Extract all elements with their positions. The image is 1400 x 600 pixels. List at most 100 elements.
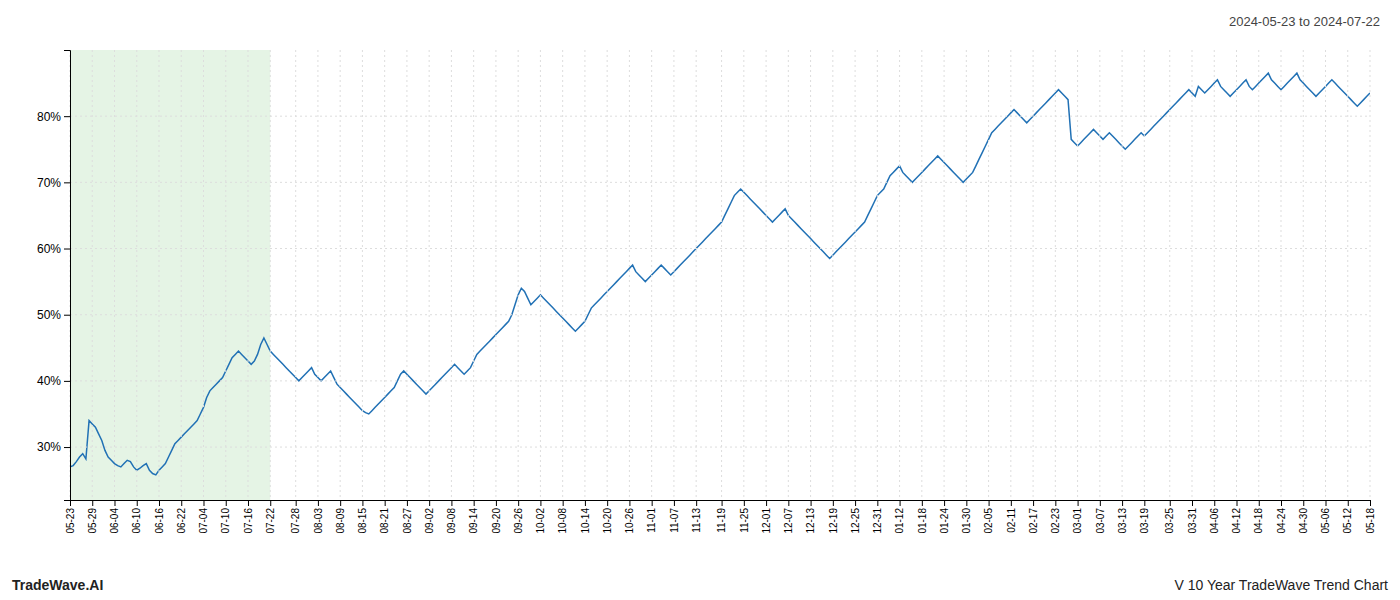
y-axis-line bbox=[64, 51, 71, 501]
x-tick-mark bbox=[877, 500, 878, 506]
y-tick-mark bbox=[64, 381, 70, 382]
x-tick-mark bbox=[92, 500, 93, 506]
grid-line-x bbox=[1010, 50, 1011, 500]
grid-line-y bbox=[70, 314, 1370, 315]
x-tick: 07-16 bbox=[243, 500, 254, 534]
grid-line-x bbox=[810, 50, 811, 500]
x-tick-mark bbox=[451, 500, 452, 506]
x-tick-mark bbox=[159, 500, 160, 506]
x-tick: 09-26 bbox=[513, 500, 524, 534]
x-tick: 04-30 bbox=[1298, 500, 1309, 534]
x-tick-mark bbox=[1303, 500, 1304, 506]
x-tick: 10-08 bbox=[557, 500, 568, 534]
x-tick-label: 06-16 bbox=[154, 508, 165, 534]
y-axis: 30%40%50%60%70%80% bbox=[37, 51, 71, 501]
x-axis-line bbox=[71, 501, 1371, 507]
x-tick-label: 09-26 bbox=[513, 508, 524, 534]
x-tick-mark bbox=[385, 500, 386, 506]
x-tick: 05-18 bbox=[1365, 500, 1376, 534]
x-tick: 09-08 bbox=[446, 500, 457, 534]
grid-line-x bbox=[1055, 50, 1056, 500]
grid-line-x bbox=[944, 50, 945, 500]
x-tick: 03-19 bbox=[1139, 500, 1150, 534]
x-tick-label: 11-19 bbox=[716, 508, 727, 533]
x-tick: 12-07 bbox=[783, 500, 794, 534]
x-tick-mark bbox=[1370, 500, 1371, 506]
y-tick-label: 70% bbox=[37, 176, 61, 190]
y-tick-mark bbox=[64, 249, 70, 250]
chart-container: 05-2305-2906-0406-1006-1606-2207-0407-10… bbox=[0, 0, 1400, 600]
grid-line-x bbox=[877, 50, 878, 500]
x-tick-mark bbox=[900, 500, 901, 506]
x-tick-label: 11-25 bbox=[739, 508, 750, 533]
x-tick-label: 05-23 bbox=[65, 508, 76, 534]
x-tick-mark bbox=[563, 500, 564, 506]
x-tick-mark bbox=[1122, 500, 1123, 506]
x-tick-mark bbox=[362, 500, 363, 506]
x-tick-mark bbox=[137, 500, 138, 506]
x-tick-mark bbox=[1326, 500, 1327, 506]
x-tick: 11-01 bbox=[646, 500, 657, 533]
grid-line-x bbox=[1236, 50, 1237, 500]
x-tick-mark bbox=[318, 500, 319, 506]
x-tick-mark bbox=[944, 500, 945, 506]
grid-line-x bbox=[1325, 50, 1326, 500]
x-tick-label: 12-31 bbox=[872, 508, 883, 534]
x-tick: 03-25 bbox=[1164, 500, 1175, 534]
line-series bbox=[70, 73, 1370, 475]
grid-line-x bbox=[181, 50, 182, 500]
x-tick-mark bbox=[296, 500, 297, 506]
x-tick-mark bbox=[1237, 500, 1238, 506]
x-tick-mark bbox=[833, 500, 834, 506]
y-tick: 60% bbox=[37, 242, 70, 256]
x-tick-label: 11-13 bbox=[691, 508, 702, 533]
grid-line-x bbox=[114, 50, 115, 500]
x-tick-mark bbox=[855, 500, 856, 506]
grid-line-y bbox=[70, 248, 1370, 249]
grid-line-x bbox=[340, 50, 341, 500]
annotation-top-right: 2024-05-23 to 2024-07-22 bbox=[1229, 14, 1380, 29]
x-tick-label: 06-10 bbox=[131, 508, 142, 534]
x-tick: 06-22 bbox=[176, 500, 187, 534]
x-tick-label: 05-18 bbox=[1365, 508, 1376, 534]
y-tick-label: 50% bbox=[37, 308, 61, 322]
x-tick-label: 03-25 bbox=[1164, 508, 1175, 534]
x-tick-label: 05-29 bbox=[87, 508, 98, 534]
x-tick-label: 12-13 bbox=[805, 508, 816, 534]
grid-line-x bbox=[966, 50, 967, 500]
x-tick: 12-01 bbox=[761, 500, 772, 534]
x-tick: 12-19 bbox=[828, 500, 839, 534]
x-tick-mark bbox=[1055, 500, 1056, 506]
grid-line-x bbox=[1099, 50, 1100, 500]
x-tick-label: 03-31 bbox=[1187, 508, 1198, 534]
x-tick-label: 12-01 bbox=[761, 508, 772, 534]
footer-left: TradeWave.AI bbox=[12, 577, 103, 593]
x-tick-label: 11-07 bbox=[669, 508, 680, 533]
x-tick: 03-31 bbox=[1187, 500, 1198, 534]
grid-line-x bbox=[429, 50, 430, 500]
grid-line-x bbox=[1122, 50, 1123, 500]
grid-line-x bbox=[766, 50, 767, 500]
grid-line-x bbox=[1144, 50, 1145, 500]
grid-line-x bbox=[384, 50, 385, 500]
x-tick-mark bbox=[407, 500, 408, 506]
grid-line-x bbox=[495, 50, 496, 500]
y-tick-mark bbox=[64, 447, 70, 448]
x-tick-label: 03-01 bbox=[1072, 508, 1083, 534]
grid-line-x bbox=[607, 50, 608, 500]
x-tick: 02-11 bbox=[1006, 500, 1017, 533]
x-tick: 07-28 bbox=[290, 500, 301, 534]
highlight-span bbox=[70, 50, 270, 500]
grid-line-x bbox=[562, 50, 563, 500]
x-tick-label: 07-16 bbox=[243, 508, 254, 534]
y-tick-label: 80% bbox=[37, 110, 61, 124]
x-tick-label: 07-22 bbox=[265, 508, 276, 534]
x-tick: 08-27 bbox=[402, 500, 413, 534]
y-tick: 30% bbox=[37, 440, 70, 454]
grid-line-x bbox=[1258, 50, 1259, 500]
x-tick: 07-22 bbox=[265, 500, 276, 534]
x-tick: 05-23 bbox=[65, 500, 76, 534]
x-tick: 11-25 bbox=[739, 500, 750, 533]
grid-line-x bbox=[203, 50, 204, 500]
x-tick-label: 12-25 bbox=[850, 508, 861, 534]
